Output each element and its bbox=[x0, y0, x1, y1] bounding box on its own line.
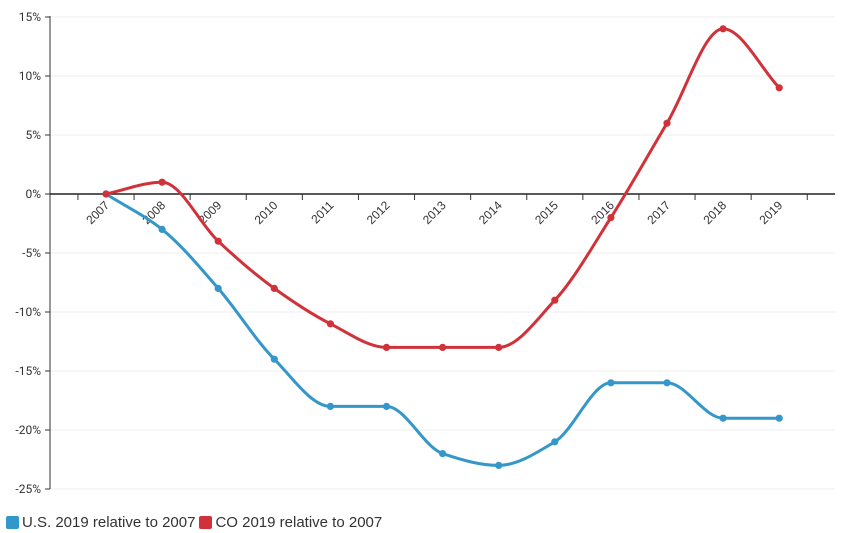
data-point-co[interactable] bbox=[719, 25, 727, 33]
y-tick-label: 0% bbox=[25, 187, 41, 201]
data-point-co[interactable] bbox=[214, 237, 222, 245]
data-point-co[interactable] bbox=[270, 284, 278, 292]
data-point-us[interactable] bbox=[775, 414, 783, 422]
series-line-us bbox=[104, 192, 781, 467]
x-axis: 2007 2008 2009 2010 2011 2012 2013 2014 2015 2016… bbox=[50, 193, 835, 227]
data-point-us[interactable] bbox=[551, 438, 559, 446]
data-point-us[interactable] bbox=[270, 355, 278, 363]
x-tick-label: 2014 bbox=[476, 198, 505, 227]
data-point-co[interactable] bbox=[607, 214, 615, 222]
y-tick-label: -15% bbox=[15, 364, 41, 378]
data-point-us[interactable] bbox=[663, 379, 671, 387]
legend: U.S. 2019 relative to 2007 CO 2019 relat… bbox=[6, 514, 386, 531]
y-tick-label: 15% bbox=[19, 10, 41, 24]
data-point-us[interactable] bbox=[495, 461, 503, 469]
y-tick-label: -5% bbox=[22, 246, 41, 260]
data-point-co[interactable] bbox=[326, 320, 334, 328]
x-tick-label: 2010 bbox=[252, 198, 281, 227]
data-point-co[interactable] bbox=[158, 178, 166, 186]
data-point-co[interactable] bbox=[663, 119, 671, 127]
data-point-co[interactable] bbox=[551, 296, 559, 304]
series-lines bbox=[102, 25, 783, 469]
x-tick-label: 2019 bbox=[757, 198, 786, 227]
x-tick-label: 2007 bbox=[83, 198, 112, 227]
data-point-us[interactable] bbox=[382, 402, 391, 410]
data-point-co[interactable] bbox=[495, 343, 503, 351]
legend-swatch-co bbox=[199, 516, 213, 529]
y-tick-label: 5% bbox=[25, 128, 41, 142]
legend-swatch-us bbox=[6, 516, 19, 529]
data-point-us[interactable] bbox=[719, 414, 727, 422]
y-axis-ticks: 15% 10% 5% 0% -5% -10% -15% -20% -25% bbox=[15, 10, 50, 496]
legend-item-us[interactable]: U.S. 2019 relative to 2007 bbox=[6, 514, 195, 531]
x-tick-label: 2009 bbox=[196, 198, 225, 227]
x-tick-label: 2011 bbox=[308, 198, 336, 226]
data-point-co[interactable] bbox=[102, 190, 110, 198]
data-point-us[interactable] bbox=[439, 450, 447, 458]
y-tick-label: 10% bbox=[19, 69, 41, 83]
x-tick-label: 2015 bbox=[532, 198, 561, 227]
data-point-us[interactable] bbox=[158, 225, 166, 233]
legend-label-co: CO 2019 relative to 2007 bbox=[215, 514, 383, 531]
x-tick-label: 2012 bbox=[364, 198, 393, 227]
gridlines bbox=[50, 16, 835, 490]
series-line-co bbox=[104, 27, 781, 349]
data-point-co[interactable] bbox=[775, 84, 783, 92]
x-tick-label: 2017 bbox=[644, 198, 673, 227]
data-point-us[interactable] bbox=[607, 379, 615, 387]
data-point-us[interactable] bbox=[326, 402, 334, 410]
y-tick-label: -20% bbox=[15, 423, 41, 437]
data-point-co[interactable] bbox=[382, 343, 391, 351]
legend-label-us: U.S. 2019 relative to 2007 bbox=[22, 514, 196, 531]
data-point-us[interactable] bbox=[214, 284, 222, 292]
x-tick-label: 2013 bbox=[420, 198, 449, 227]
x-tick-label: 2018 bbox=[700, 198, 729, 227]
legend-item-co[interactable]: CO 2019 relative to 2007 bbox=[199, 514, 382, 531]
y-tick-label: -10% bbox=[15, 305, 41, 319]
data-point-co[interactable] bbox=[439, 343, 447, 351]
y-tick-label: -25% bbox=[15, 482, 41, 496]
